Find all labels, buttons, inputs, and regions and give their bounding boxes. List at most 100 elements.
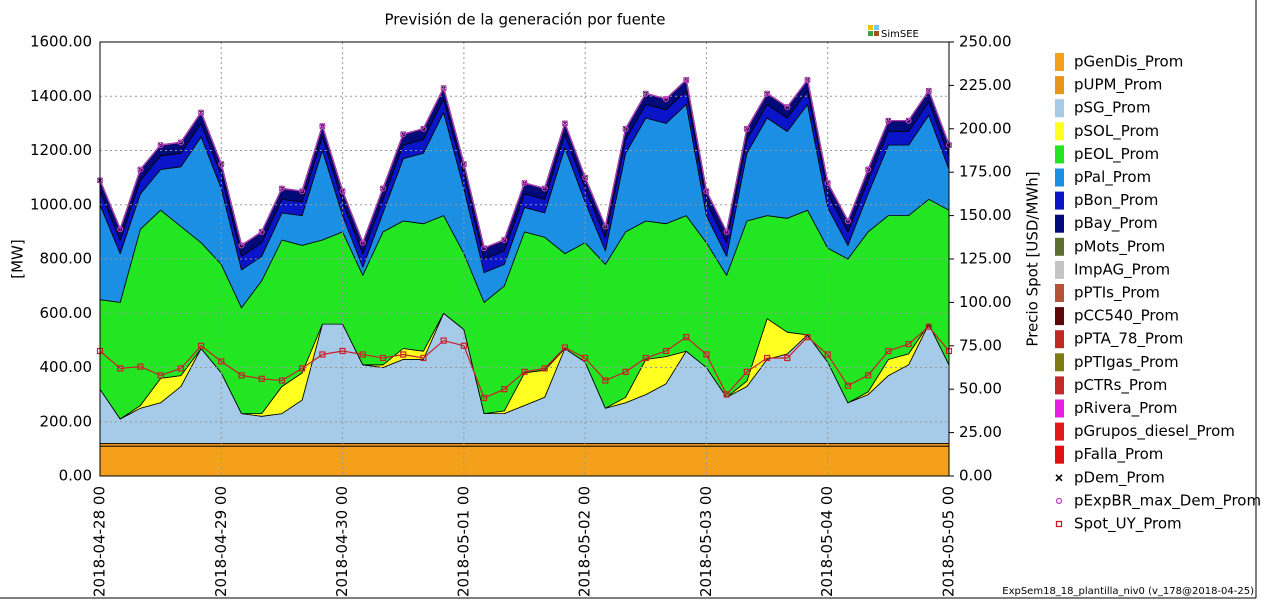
point — [460, 160, 467, 168]
point — [379, 185, 387, 192]
legend-swatch — [1055, 191, 1064, 210]
legend-label: pSOL_Prom — [1074, 122, 1159, 141]
legend-swatch — [1055, 399, 1064, 418]
x-tick-label: 2018-04-30 00 — [333, 486, 351, 597]
point — [925, 87, 932, 94]
point — [763, 90, 771, 97]
point — [339, 347, 346, 355]
point — [137, 166, 144, 173]
y-tick-label: 200.00 — [40, 412, 93, 430]
point — [541, 365, 548, 372]
point — [238, 242, 245, 249]
legend-label: pCTRs_Prom — [1074, 376, 1167, 395]
point — [238, 372, 245, 379]
point — [299, 365, 306, 372]
point — [420, 354, 427, 362]
legend-label: pPTIs_Prom — [1074, 284, 1160, 303]
legend-swatch — [1055, 168, 1064, 187]
point — [278, 185, 286, 192]
legend-label: pPTIgas_Prom — [1074, 353, 1179, 372]
x-tick-label: 2018-04-29 00 — [212, 486, 230, 597]
point — [602, 377, 609, 384]
point — [683, 76, 690, 84]
plot-frame — [99, 41, 950, 477]
y-tick-label: 1400.00 — [30, 87, 92, 105]
legend-swatch — [1055, 474, 1063, 482]
point — [117, 226, 124, 233]
lines — [96, 76, 953, 401]
point — [501, 236, 508, 244]
point — [480, 245, 488, 252]
legend-swatch — [1055, 122, 1064, 141]
point — [703, 188, 710, 195]
legend-label: pBon_Prom — [1074, 191, 1158, 210]
legend-swatch — [1055, 497, 1063, 505]
y2-axis-label: Precio Spot [USD/MWh] — [1024, 171, 1042, 346]
point — [703, 351, 710, 358]
point — [561, 120, 569, 127]
legend-swatch — [1055, 260, 1064, 279]
x-tick-label: 2018-05-02 00 — [576, 486, 594, 597]
y2-tick-label: 250.00 — [959, 33, 1012, 51]
x-tick-label: 2018-05-01 00 — [454, 486, 472, 597]
logo-icon — [874, 25, 879, 30]
point — [865, 372, 872, 379]
point — [763, 354, 771, 362]
y-tick-label: 600.00 — [40, 304, 93, 322]
legend-swatch — [1055, 76, 1064, 95]
point — [561, 344, 569, 351]
legend-label: pCC540_Prom — [1074, 307, 1179, 326]
logo-icon — [868, 31, 873, 36]
point — [885, 347, 892, 355]
y2-tick-label: 175.00 — [959, 163, 1012, 181]
point — [662, 347, 670, 355]
point — [683, 334, 690, 341]
logo-icon — [874, 31, 879, 36]
chart-title: Previsión de la generación por fuente — [385, 11, 666, 29]
logo-icon — [868, 25, 873, 30]
point — [642, 90, 649, 97]
point — [177, 139, 184, 146]
legend-swatch — [1055, 284, 1064, 302]
point — [400, 351, 407, 358]
area — [99, 445, 950, 477]
y2-tick-label: 0.00 — [959, 467, 992, 485]
y-tick-label: 400.00 — [40, 358, 93, 376]
x-tick-label: 2018-04-28 00 — [91, 486, 109, 597]
point — [804, 76, 811, 84]
y2-tick-label: 125.00 — [959, 250, 1012, 268]
legend-label: pPal_Prom — [1074, 168, 1151, 187]
legend-swatch — [1055, 353, 1064, 372]
point — [400, 131, 407, 138]
legend-swatch — [1055, 422, 1064, 441]
point — [460, 342, 467, 349]
point — [420, 125, 427, 132]
legend-label: pGrupos_diesel_Prom — [1074, 422, 1235, 441]
x-tick-label: 2018-05-04 00 — [818, 486, 836, 597]
legend-label: pRivera_Prom — [1074, 399, 1177, 418]
point — [824, 179, 831, 187]
point — [501, 386, 508, 393]
legend-swatch — [1055, 445, 1064, 464]
legend-label: pExpBR_max_Dem_Prom — [1074, 491, 1261, 510]
point — [865, 166, 872, 173]
point — [723, 228, 730, 235]
point — [824, 351, 831, 358]
legend-swatch — [1055, 307, 1064, 326]
point — [197, 342, 205, 349]
point — [157, 372, 164, 379]
point — [521, 179, 528, 187]
point — [359, 239, 366, 246]
point — [521, 368, 528, 375]
point — [299, 188, 306, 195]
legend-swatch — [1055, 53, 1064, 71]
y-tick-label: 1200.00 — [30, 141, 92, 159]
legend-label: pDem_Prom — [1074, 468, 1165, 487]
point — [622, 125, 629, 132]
y-tick-label: 0.00 — [59, 467, 92, 485]
legend-swatch — [1055, 145, 1064, 164]
point — [319, 351, 326, 358]
legend-label: pFalla_Prom — [1074, 445, 1163, 464]
y2-tick-label: 100.00 — [959, 293, 1012, 311]
